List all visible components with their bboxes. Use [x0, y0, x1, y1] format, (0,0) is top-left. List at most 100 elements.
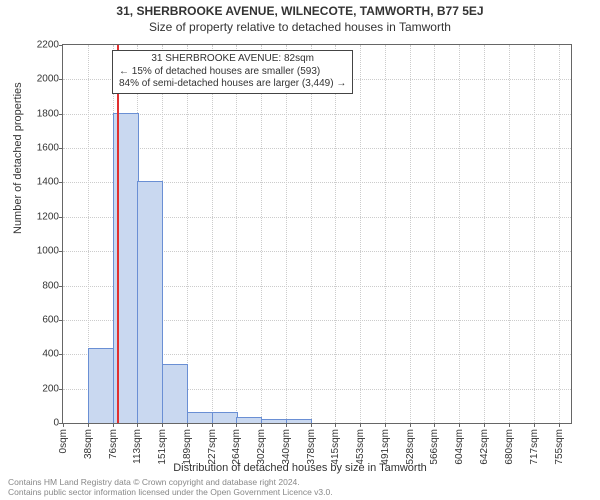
y-tick-mark — [59, 148, 63, 149]
x-tick-label: 680sqm — [504, 429, 515, 465]
x-tick-label: 264sqm — [231, 429, 242, 465]
y-tick-mark — [59, 45, 63, 46]
y-tick-mark — [59, 286, 63, 287]
y-tick-mark — [59, 114, 63, 115]
gridline-h — [63, 148, 571, 149]
highlight-line — [117, 45, 119, 423]
x-tick-mark — [212, 423, 213, 427]
y-tick-label: 1400 — [37, 177, 59, 188]
gridline-v — [360, 45, 361, 423]
y-tick-label: 1000 — [37, 246, 59, 257]
gridline-v — [335, 45, 336, 423]
y-tick-mark — [59, 182, 63, 183]
x-tick-mark — [286, 423, 287, 427]
gridline-v — [509, 45, 510, 423]
annotation-line-1: 31 SHERBROOKE AVENUE: 82sqm — [119, 53, 346, 66]
x-axis-label: Distribution of detached houses by size … — [0, 462, 600, 474]
x-tick-mark — [534, 423, 535, 427]
x-tick-mark — [236, 423, 237, 427]
y-tick-label: 600 — [42, 314, 59, 325]
x-tick-label: 0sqm — [58, 429, 69, 453]
y-tick-mark — [59, 354, 63, 355]
chart-title-sub: Size of property relative to detached ho… — [0, 20, 600, 34]
chart-region: 0200400600800100012001400160018002000220… — [62, 44, 572, 424]
gridline-v — [434, 45, 435, 423]
gridline-v — [385, 45, 386, 423]
y-tick-label: 2200 — [37, 40, 59, 51]
x-tick-label: 415sqm — [330, 429, 341, 465]
histogram-bar — [261, 419, 287, 423]
x-tick-mark — [385, 423, 386, 427]
y-tick-mark — [59, 320, 63, 321]
annotation-line-2: ← 15% of detached houses are smaller (59… — [119, 66, 346, 79]
histogram-bar — [137, 181, 163, 423]
y-tick-label: 1600 — [37, 143, 59, 154]
y-tick-label: 800 — [42, 280, 59, 291]
y-tick-mark — [59, 389, 63, 390]
y-tick-label: 2000 — [37, 74, 59, 85]
x-tick-mark — [261, 423, 262, 427]
x-tick-label: 528sqm — [405, 429, 416, 465]
x-tick-label: 717sqm — [529, 429, 540, 465]
x-tick-label: 378sqm — [306, 429, 317, 465]
x-tick-label: 76sqm — [108, 429, 119, 459]
gridline-v — [261, 45, 262, 423]
x-tick-mark — [162, 423, 163, 427]
x-tick-mark — [459, 423, 460, 427]
x-tick-label: 566sqm — [429, 429, 440, 465]
x-tick-mark — [509, 423, 510, 427]
x-tick-label: 302sqm — [256, 429, 267, 465]
x-tick-label: 642sqm — [479, 429, 490, 465]
footer-line-2: Contains public sector information licen… — [8, 488, 333, 498]
y-tick-label: 400 — [42, 349, 59, 360]
histogram-bar — [212, 412, 238, 423]
x-tick-mark — [410, 423, 411, 427]
x-tick-label: 227sqm — [207, 429, 218, 465]
histogram-bar — [88, 348, 114, 423]
gridline-v — [559, 45, 560, 423]
gridline-v — [484, 45, 485, 423]
chart-title-main: 31, SHERBROOKE AVENUE, WILNECOTE, TAMWOR… — [0, 4, 600, 18]
y-tick-mark — [59, 79, 63, 80]
gridline-v — [410, 45, 411, 423]
y-tick-label: 1800 — [37, 108, 59, 119]
x-tick-label: 189sqm — [182, 429, 193, 465]
x-tick-mark — [88, 423, 89, 427]
x-tick-mark — [63, 423, 64, 427]
histogram-bar — [162, 364, 188, 423]
x-tick-label: 453sqm — [355, 429, 366, 465]
histogram-bar — [236, 417, 262, 423]
gridline-v — [236, 45, 237, 423]
y-axis-label: Number of detached properties — [12, 82, 24, 234]
x-tick-mark — [484, 423, 485, 427]
gridline-v — [286, 45, 287, 423]
x-tick-mark — [311, 423, 312, 427]
y-tick-mark — [59, 251, 63, 252]
plot-area: 0200400600800100012001400160018002000220… — [62, 44, 572, 424]
x-tick-mark — [113, 423, 114, 427]
x-tick-mark — [335, 423, 336, 427]
annotation-box: 31 SHERBROOKE AVENUE: 82sqm ← 15% of det… — [112, 50, 353, 94]
x-tick-label: 340sqm — [281, 429, 292, 465]
x-tick-label: 604sqm — [454, 429, 465, 465]
y-tick-mark — [59, 217, 63, 218]
x-tick-mark — [559, 423, 560, 427]
x-tick-mark — [434, 423, 435, 427]
gridline-v — [459, 45, 460, 423]
gridline-v — [534, 45, 535, 423]
histogram-bar — [286, 419, 312, 423]
x-tick-label: 38sqm — [83, 429, 94, 459]
x-tick-mark — [137, 423, 138, 427]
histogram-bar — [187, 412, 213, 423]
x-tick-mark — [187, 423, 188, 427]
x-tick-label: 755sqm — [554, 429, 565, 465]
y-tick-label: 200 — [42, 383, 59, 394]
gridline-v — [311, 45, 312, 423]
x-tick-mark — [360, 423, 361, 427]
annotation-line-3: 84% of semi-detached houses are larger (… — [119, 78, 346, 91]
x-tick-label: 491sqm — [380, 429, 391, 465]
gridline-h — [63, 114, 571, 115]
x-tick-label: 113sqm — [132, 429, 143, 464]
x-tick-label: 151sqm — [157, 429, 168, 465]
y-tick-label: 1200 — [37, 211, 59, 222]
